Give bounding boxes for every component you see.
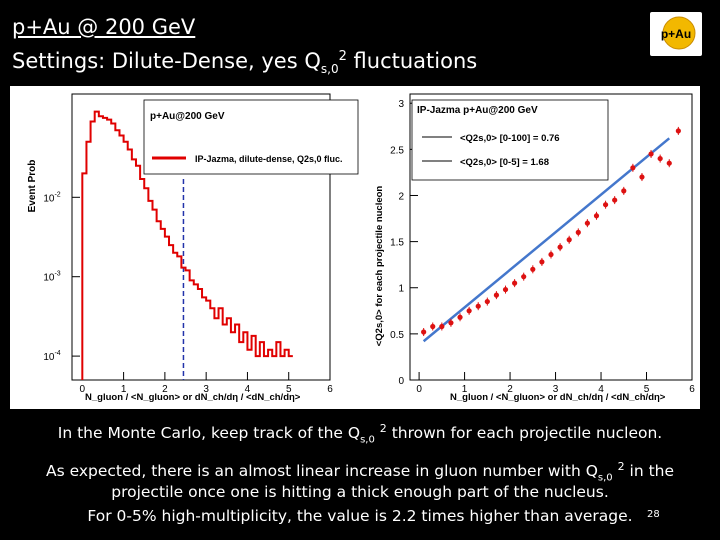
caption-line4: For 0-5% high-multiplicity, the value is… — [87, 507, 633, 525]
scatter-point — [657, 155, 663, 162]
scatter-point — [548, 251, 554, 258]
caption-line1: In the Monte Carlo, keep track of the Qs… — [57, 422, 663, 446]
title-line2: Settings: Dilute-Dense, yes Qs,02 fluctu… — [12, 49, 478, 77]
left-legend — [143, 99, 359, 175]
left-xtick-label: 1 — [121, 384, 127, 395]
scatter-point — [466, 308, 472, 314]
scatter-point — [484, 298, 490, 305]
left-xlabel: N_gluon / <N_gluon> or dN_ch/dη / <dN_ch… — [85, 392, 301, 403]
left-plot: 0 1 2 3 4 5 6 10-2 10-3 10-4 Event Prob N_gluon … — [27, 93, 359, 403]
slide-title: p+Au @ 200 GeV Settings: Dilute-Dense, y… — [12, 14, 477, 82]
scatter-point — [457, 314, 463, 320]
scatter-point — [639, 174, 645, 180]
scatter-point — [584, 220, 590, 226]
logo-text: p+Au — [661, 27, 691, 41]
plots-panel: 0 1 2 3 4 5 6 10-2 10-3 10-4 Event Prob N_gluon … — [10, 86, 700, 409]
title-line1: p+Au @ 200 GeV — [12, 15, 196, 39]
scatter-point — [612, 197, 618, 203]
right-xtick-label: 2 — [507, 384, 513, 395]
scatter-point — [439, 323, 445, 330]
scatter-point — [666, 160, 672, 166]
legend-entry-0-100: <Q2s,0> [0-100] = 0.76 — [460, 133, 560, 144]
scatter-point — [521, 274, 527, 280]
left-xtick-label: 3 — [203, 384, 209, 395]
right-ytick-label: 2.5 — [390, 145, 404, 156]
right-xtick-label: 4 — [598, 384, 604, 395]
scatter-point — [566, 237, 572, 243]
legend-entry: IP-Jazma, dilute-dense, Q2s,0 fluc. — [195, 154, 343, 164]
right-xtick-label: 6 — [689, 384, 695, 395]
right-title: IP-Jazma p+Au@200 GeV — [417, 105, 538, 116]
scatter-point — [421, 329, 427, 335]
scatter-point — [621, 188, 627, 194]
right-xlabel: N_gluon / <N_gluon> or dN_ch/dη / <dN_ch… — [450, 392, 666, 403]
right-legend — [411, 99, 609, 181]
scatter-point — [430, 323, 436, 330]
left-xtick-label: 5 — [286, 384, 292, 395]
scatter-point — [502, 286, 509, 293]
charts-svg: 0 1 2 3 4 5 6 10-2 10-3 10-4 Event Prob N_gluon … — [27, 93, 695, 403]
right-xtick-label: 1 — [462, 384, 468, 395]
scatter-point — [493, 292, 500, 298]
scatter-point — [602, 202, 609, 208]
linear-fit-line — [422, 137, 671, 343]
left-xtick-label: 4 — [245, 384, 251, 395]
legend-entry-0-5: <Q2s,0> [0-5] = 1.68 — [460, 157, 549, 168]
caption-line2: As expected, there is an almost linear i… — [45, 460, 675, 484]
scatter-point — [475, 303, 481, 309]
left-ytick-label: 10-3 — [43, 271, 60, 284]
legend-title: p+Au@200 GeV — [150, 111, 225, 122]
scatter-point — [557, 244, 563, 250]
scatter-point — [539, 259, 545, 265]
left-xtick-label: 0 — [80, 384, 86, 395]
right-plot: 0 1 2 3 4 5 6 0 0.5 1 1.5 2 2.5 3 <Q2s,0> for each p… — [374, 93, 695, 403]
scatter-point — [593, 213, 600, 219]
right-ytick-label: 0 — [398, 376, 404, 387]
scatter-point — [630, 165, 636, 171]
right-ytick-label: 3 — [398, 99, 404, 110]
right-ytick-label: 2 — [398, 191, 404, 202]
left-ytick-label: 10-4 — [43, 350, 60, 363]
scatter-point — [648, 151, 654, 157]
left-ytick-label: 10-2 — [43, 191, 60, 204]
scatter-point — [448, 320, 454, 326]
left-xtick-label: 6 — [327, 384, 333, 395]
right-xtick-label: 5 — [644, 384, 650, 395]
right-xtick-label: 3 — [553, 384, 559, 395]
caption-line3: projectile once one is hitting a thick e… — [111, 483, 609, 501]
scatter-point — [530, 266, 536, 272]
left-xtick-label: 2 — [162, 384, 168, 395]
phenix-logo: p+Au — [650, 12, 702, 56]
right-ytick-label: 1 — [398, 284, 404, 295]
right-ytick-label: 0.5 — [390, 330, 404, 341]
scatter-point — [675, 128, 681, 134]
right-xtick-label: 0 — [416, 384, 422, 395]
right-ytick-label: 1.5 — [390, 238, 404, 249]
slide-number: 28 — [647, 509, 660, 520]
scatter-point — [575, 229, 581, 235]
left-ylabel: Event Prob — [27, 160, 38, 213]
scatter-point — [512, 280, 518, 286]
histogram-series — [81, 110, 293, 380]
right-ylabel: <Q2s,0> for each projectile nucleon — [374, 186, 385, 347]
